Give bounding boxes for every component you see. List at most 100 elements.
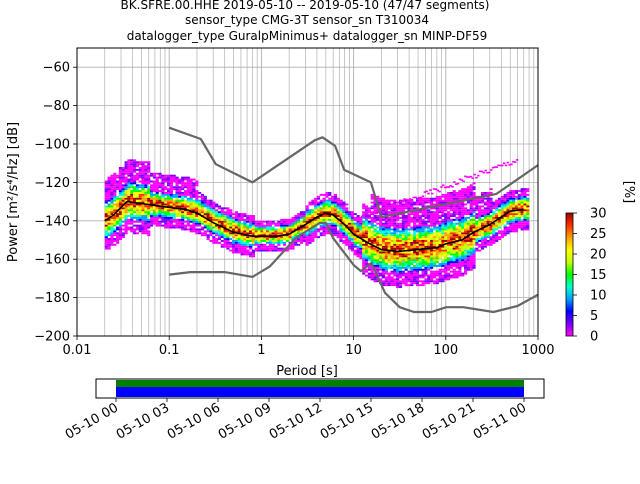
heatmap-cell [370,211,374,214]
heatmap-cell [175,201,179,204]
heatmap-cell [387,276,391,279]
heatmap-cell [464,230,468,233]
heatmap-cell [398,234,403,237]
heatmap-cell [458,222,462,225]
heatmap-cell [472,266,476,269]
heatmap-cell [113,186,117,189]
heatmap-cell [107,186,111,189]
heatmap-cell [308,234,312,237]
heatmap-cell [121,209,125,212]
heatmap-cell [263,220,267,223]
heatmap-cell [161,211,165,214]
y-tick-label: −80 [43,99,70,114]
heatmap-cell [469,207,473,210]
heatmap-cell [353,213,357,216]
heatmap-cell [458,249,462,252]
heatmap-cell [138,184,142,187]
y-axis-label: Power [m²/s⁴/Hz] [dB] [6,122,21,262]
heatmap-cell [144,184,148,187]
heatmap-cell [447,186,451,188]
heatmap-cell [444,238,448,240]
heatmap-cell [249,245,253,248]
heatmap-cell [348,224,352,227]
heatmap-cell [161,174,165,177]
heatmap-cell [178,178,182,181]
heatmap-cell [379,243,383,246]
heatmap-cell [449,197,453,200]
heatmap-cell [376,241,380,244]
heatmap-cell [215,205,219,208]
heatmap-cell [458,266,462,269]
heatmap-cell [421,218,425,221]
heatmap-cell [441,213,445,216]
heatmap-cell [215,224,219,227]
heatmap-cell [407,251,411,254]
heatmap-cell [452,192,456,194]
heatmap-cell [441,195,445,198]
heatmap-cell [464,261,468,264]
heatmap-cell [192,226,196,229]
heatmap-cell [390,241,394,244]
heatmap-cell [359,222,363,225]
heatmap-cell [138,207,142,210]
heatmap-cell [342,207,346,210]
heatmap-cell [480,218,485,221]
heatmap-cell [138,230,142,233]
heatmap-cell [172,211,176,214]
heatmap-cell [432,216,437,219]
heatmap-cell [268,240,272,242]
heatmap-cell [398,270,403,273]
heatmap-cell [427,261,431,264]
heatmap-cell [181,218,185,221]
heatmap-cell [469,211,473,214]
heatmap-cell [373,264,377,267]
heatmap-cell [499,164,502,167]
heatmap-cell [396,226,400,229]
heatmap-cell [359,216,363,219]
heatmap-cell [274,224,278,227]
heatmap-cell [472,238,476,240]
heatmap-cell [260,240,264,242]
heatmap-cell [356,251,360,254]
heatmap-cell [223,228,227,231]
heatmap-cell [212,230,216,233]
heatmap-cell [379,264,383,267]
heatmap-cell [461,240,465,242]
heatmap-cell [209,234,213,237]
heatmap-cell [466,209,470,212]
heatmap-cell [475,238,479,240]
heatmap-cell [104,224,108,227]
heatmap-cell [152,190,156,192]
heatmap-cell [308,211,312,214]
heatmap-cell [441,236,445,239]
heatmap-cell [280,222,284,225]
heatmap-cell [384,255,388,258]
heatmap-cell [486,222,490,225]
heatmap-cell [175,211,179,214]
heatmap-cell [381,213,386,216]
heatmap-cell [322,197,326,200]
heatmap-cell [359,249,363,252]
heatmap-cell [430,216,434,219]
heatmap-cell [356,238,360,240]
heatmap-cell [413,218,417,221]
heatmap-cell [432,226,437,229]
heatmap-cell [254,247,258,250]
heatmap-cell [509,230,513,233]
heatmap-cell [472,186,476,189]
heatmap-cell [265,245,270,248]
heatmap-cell [223,207,227,210]
heatmap-cell [427,234,431,237]
heatmap-cell [464,253,468,256]
heatmap-cell [107,209,111,212]
heatmap-cell [424,274,428,277]
heatmap-cell [130,182,134,185]
heatmap-cell [438,230,442,233]
heatmap-cell [359,255,363,258]
heatmap-cell [387,199,391,202]
heatmap-cell [452,197,456,200]
heatmap-cell [138,224,142,227]
heatmap-cell [265,249,270,252]
heatmap-cell [107,245,111,248]
heatmap-cell [466,257,470,260]
